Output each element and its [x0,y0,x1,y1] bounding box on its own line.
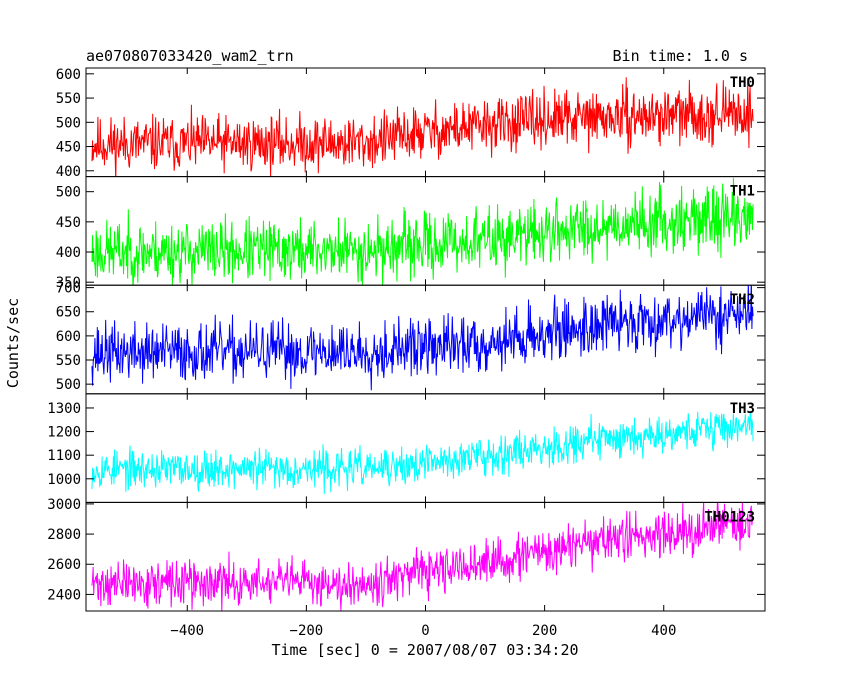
series-line-th1 [91,177,754,286]
y-tick-label-th0: 500 [56,115,81,131]
y-tick-label-th2: 650 [56,305,81,321]
panel-label-th1: TH1 [730,184,755,200]
y-tick-label-th1: 450 [56,215,81,231]
y-tick-label-th2: 550 [56,353,81,369]
y-axis-label: Counts/sec [4,298,22,388]
y-tick-label-th0123: 3000 [47,497,81,513]
y-tick-label-th0: 450 [56,140,81,156]
y-tick-label-th0123: 2600 [47,557,81,573]
series-line-th0 [91,77,754,177]
y-tick-label-th3: 1200 [47,425,81,441]
series-line-th0123 [91,502,754,611]
y-tick-label-th3: 1100 [47,448,81,464]
x-tick-label: 0 [421,623,429,639]
chart-title-right: Bin time: 1.0 s [613,47,748,65]
y-tick-label-th1: 400 [56,245,81,261]
y-tick-label-th2: 700 [56,281,81,297]
y-tick-label-th2: 500 [56,377,81,393]
x-axis-label: Time [sec] 0 = 2007/08/07 03:34:20 [271,641,578,659]
y-tick-label-th0: 400 [56,164,81,180]
x-tick-label: −400 [170,623,204,639]
y-tick-label-th0: 600 [56,67,81,83]
y-tick-label-th0123: 2400 [47,587,81,603]
panel-label-th0: TH0 [730,75,755,91]
y-tick-label-th1: 350 [56,275,81,291]
y-tick-label-th2: 600 [56,329,81,345]
series-line-th2 [91,285,754,391]
panel-label-th3: TH3 [730,401,755,417]
chart-title-left: ae070807033420_wam2_trn [86,47,294,65]
x-tick-label: 400 [651,623,676,639]
x-tick-label: −200 [290,623,324,639]
y-tick-label-th0: 550 [56,91,81,107]
y-tick-label-th3: 1300 [47,401,81,417]
y-tick-label-th0123: 2800 [47,527,81,543]
panel-label-th2: TH2 [730,292,755,308]
panel-label-th0123: TH0123 [704,509,755,525]
x-tick-label: 200 [532,623,557,639]
y-tick-label-th1: 500 [56,185,81,201]
panels-group: 400 450 500 550 600 TH0 350 400 450 500 TH1 500 550 6… [47,67,766,639]
series-line-th3 [91,411,754,495]
y-tick-label-th3: 1000 [47,472,81,488]
